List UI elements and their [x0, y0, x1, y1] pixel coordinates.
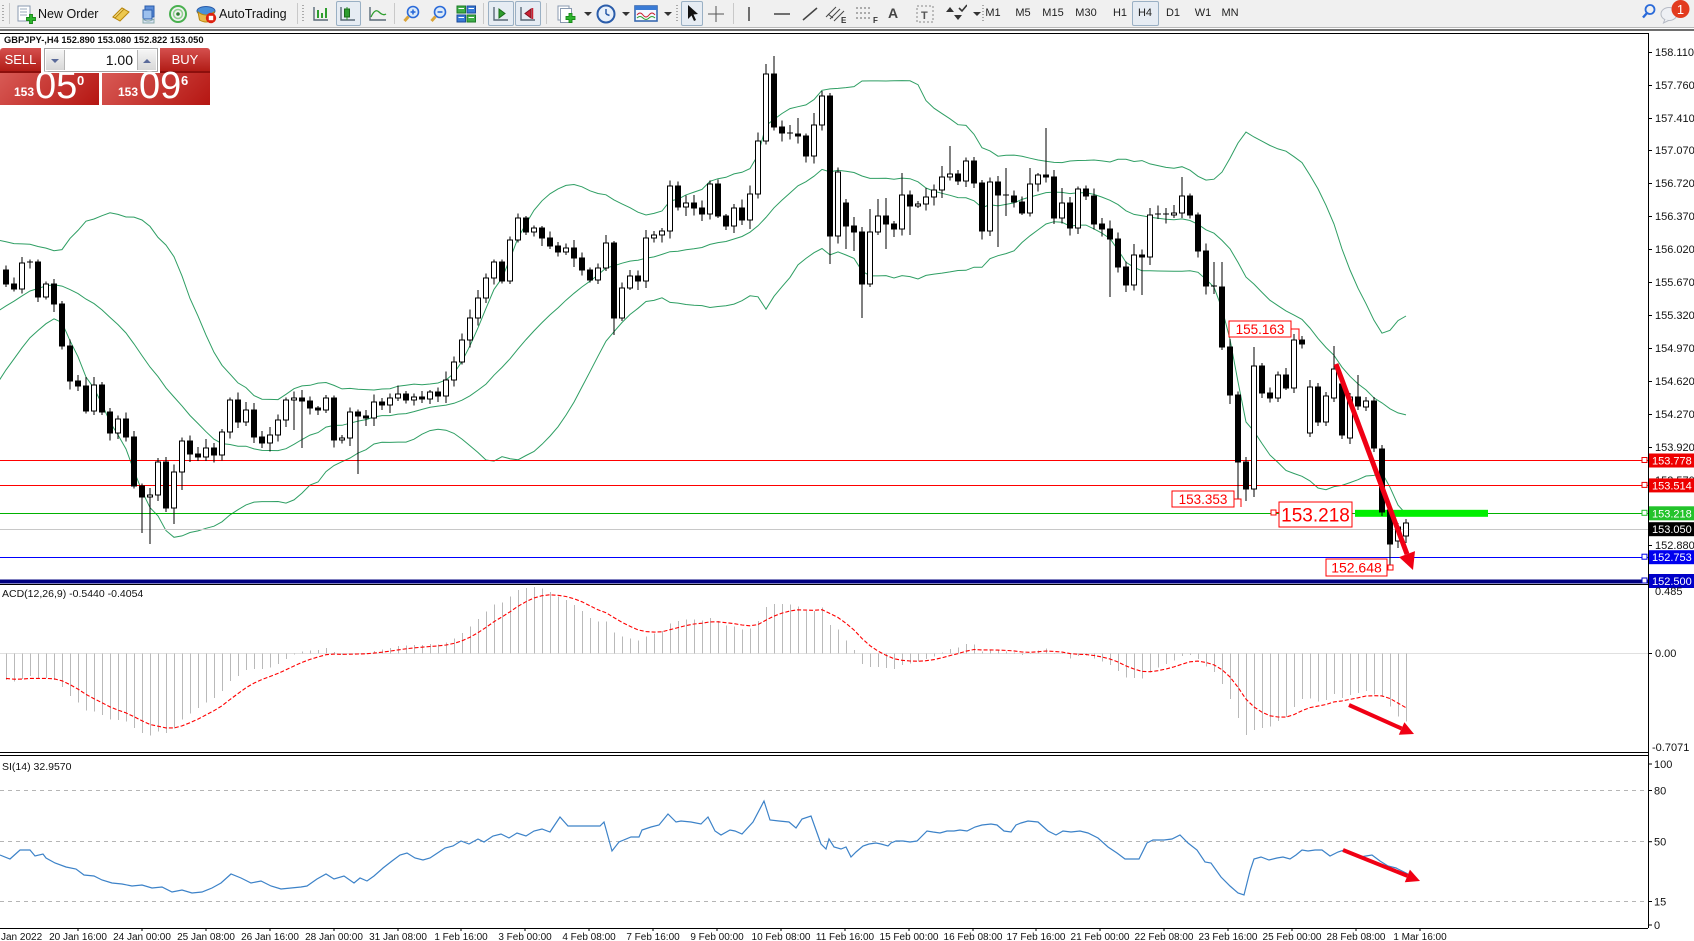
svg-text:0.00: 0.00: [1655, 648, 1676, 660]
svg-text:4 Feb 08:00: 4 Feb 08:00: [562, 932, 616, 941]
svg-text:T: T: [921, 10, 928, 22]
svg-text:9 Feb 00:00: 9 Feb 00:00: [690, 932, 744, 941]
svg-text:31 Jan 08:00: 31 Jan 08:00: [369, 932, 427, 941]
svg-text:154.270: 154.270: [1655, 409, 1694, 421]
svg-text:E: E: [841, 16, 847, 24]
svg-text:21 Feb 00:00: 21 Feb 00:00: [1071, 932, 1130, 941]
svg-text:-0.7071: -0.7071: [1652, 742, 1689, 754]
svg-text:17 Feb 16:00: 17 Feb 16:00: [1007, 932, 1066, 941]
svg-text:153.920: 153.920: [1655, 442, 1694, 454]
svg-text:156.720: 156.720: [1655, 178, 1694, 190]
svg-text:154.970: 154.970: [1655, 343, 1694, 355]
svg-text:153.050: 153.050: [1652, 524, 1692, 536]
svg-text:28 Feb 08:00: 28 Feb 08:00: [1327, 932, 1386, 941]
svg-text:15 Feb 00:00: 15 Feb 00:00: [880, 932, 939, 941]
svg-text:156.370: 156.370: [1655, 211, 1694, 223]
svg-text:155.320: 155.320: [1655, 310, 1694, 322]
svg-text:153.778: 153.778: [1652, 456, 1692, 468]
svg-text:25 Jan 08:00: 25 Jan 08:00: [177, 932, 235, 941]
svg-text:152.648: 152.648: [1331, 560, 1382, 576]
svg-text:158.110: 158.110: [1655, 47, 1694, 59]
svg-text:26 Jan 16:00: 26 Jan 16:00: [241, 932, 299, 941]
svg-text:11 Feb 16:00: 11 Feb 16:00: [816, 932, 875, 941]
svg-text:20 Jan 16:00: 20 Jan 16:00: [49, 932, 107, 941]
svg-text:24 Jan 00:00: 24 Jan 00:00: [113, 932, 171, 941]
svg-text:157.760: 157.760: [1655, 80, 1694, 92]
svg-text:156.020: 156.020: [1655, 244, 1694, 256]
svg-text:154.620: 154.620: [1655, 376, 1694, 388]
svg-text:25 Feb 00:00: 25 Feb 00:00: [1263, 932, 1322, 941]
svg-text:153.218: 153.218: [1281, 505, 1350, 526]
svg-text:152.753: 152.753: [1652, 552, 1692, 564]
svg-text:22 Feb 08:00: 22 Feb 08:00: [1135, 932, 1194, 941]
svg-text:Jan 2022: Jan 2022: [1, 932, 43, 941]
svg-text:10 Feb 08:00: 10 Feb 08:00: [752, 932, 811, 941]
svg-text:100: 100: [1654, 759, 1672, 771]
svg-text:3 Feb 00:00: 3 Feb 00:00: [498, 932, 552, 941]
svg-text:7 Feb 16:00: 7 Feb 16:00: [626, 932, 680, 941]
svg-text:155.670: 155.670: [1655, 277, 1694, 289]
svg-text:153.218: 153.218: [1652, 508, 1692, 520]
svg-text:1: 1: [1677, 2, 1684, 17]
svg-text:SI(14) 32.9570: SI(14) 32.9570: [2, 761, 72, 773]
svg-text:23 Feb 16:00: 23 Feb 16:00: [1199, 932, 1258, 941]
svg-text:1 Feb 16:00: 1 Feb 16:00: [434, 932, 488, 941]
svg-text:F: F: [873, 16, 878, 24]
svg-text:153.353: 153.353: [1179, 492, 1228, 507]
svg-text:15: 15: [1654, 897, 1666, 909]
svg-text:28 Jan 00:00: 28 Jan 00:00: [305, 932, 363, 941]
svg-text:0.485: 0.485: [1655, 586, 1683, 598]
svg-text:152.500: 152.500: [1652, 576, 1692, 588]
svg-text:80: 80: [1654, 786, 1666, 798]
svg-text:50: 50: [1654, 837, 1666, 849]
svg-text:155.163: 155.163: [1236, 322, 1285, 337]
svg-text:152.880: 152.880: [1655, 540, 1694, 552]
svg-text:GBPJPY-,H4 152.890 153.080 15: GBPJPY-,H4 152.890 153.080 152.822 153.0…: [4, 35, 204, 45]
svg-text:16 Feb 08:00: 16 Feb 08:00: [944, 932, 1003, 941]
svg-text:153.514: 153.514: [1652, 480, 1692, 492]
svg-text:157.410: 157.410: [1655, 113, 1694, 125]
svg-text:0: 0: [1654, 920, 1660, 932]
svg-text:157.070: 157.070: [1655, 145, 1694, 157]
svg-text:ACD(12,26,9) -0.5440 -0.4054: ACD(12,26,9) -0.5440 -0.4054: [2, 588, 143, 600]
svg-text:1 Mar 16:00: 1 Mar 16:00: [1393, 932, 1447, 941]
